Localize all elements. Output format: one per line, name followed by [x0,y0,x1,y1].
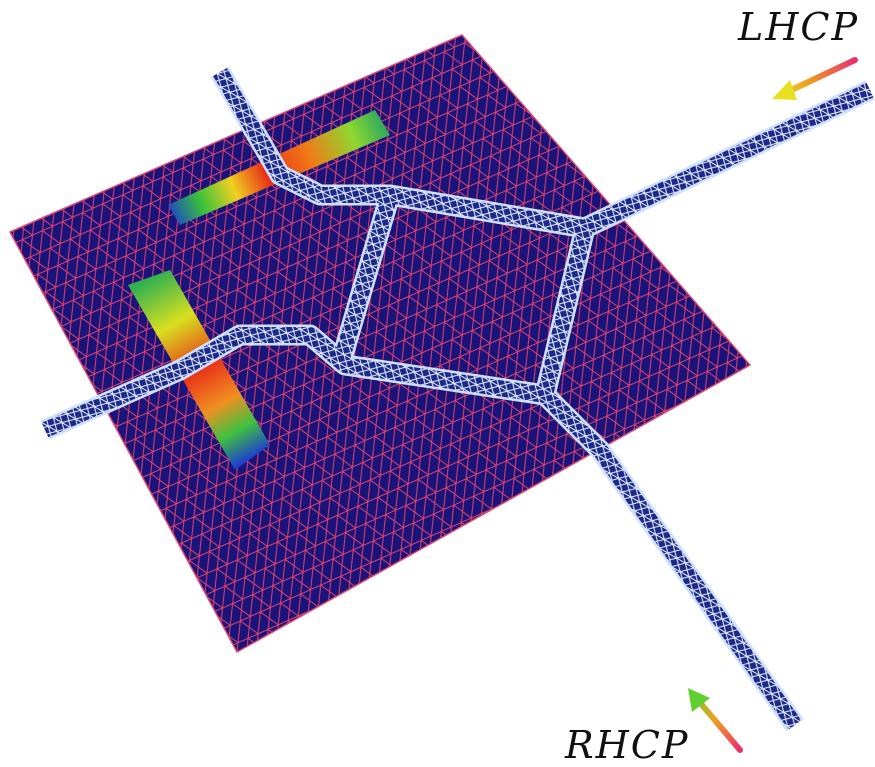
simulation-figure: LHCP RHCP [0,0,875,767]
arrow-rhcp [688,688,740,750]
label-lhcp: LHCP [737,5,859,49]
label-rhcp: RHCP [564,723,689,767]
